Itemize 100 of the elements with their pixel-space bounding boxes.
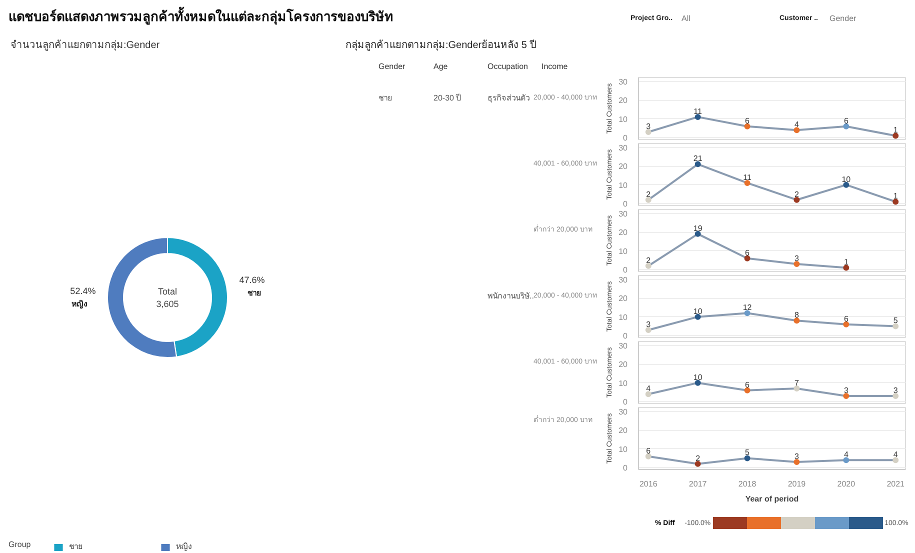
point (744, 310, 750, 316)
data-label: 3 (646, 122, 652, 131)
text: กลุ่มลูกค้าแยกตามกลุ่ม:Genderย้อนหลัง 5 ปี (346, 39, 536, 51)
data-label: 2 (696, 454, 701, 463)
data-label: 52.4% (70, 286, 96, 296)
x-tick-label: 2017 (688, 480, 708, 488)
legend-label: ชาย (69, 541, 84, 553)
text: Gender (378, 62, 406, 71)
x-axis-title: Year of period (745, 494, 799, 504)
point (744, 255, 750, 262)
data-label: 12 (742, 303, 752, 312)
y-tick-label: 0 (623, 200, 628, 209)
data-label: 4 (794, 120, 800, 130)
x-tick-label: 2018 (738, 480, 757, 488)
data-label: 3 (646, 320, 652, 329)
point (794, 127, 800, 134)
y-tick-label: 30 (618, 209, 628, 218)
y-tick-label: 20 (618, 360, 628, 370)
point (744, 387, 750, 394)
data-label: 1 (893, 126, 898, 135)
data-label: 3 (794, 452, 800, 461)
point (645, 326, 652, 333)
data-label: 10 (842, 174, 852, 184)
data-label: 11 (694, 106, 703, 116)
point (892, 323, 899, 330)
data-label: 3 (893, 386, 898, 395)
data-label: 4 (646, 384, 652, 394)
point (694, 114, 701, 120)
slice-label: หญิง (72, 299, 88, 310)
text: 20-30 ปี (434, 94, 462, 103)
point (794, 260, 800, 267)
text: 3,605 (156, 299, 179, 309)
point (744, 455, 750, 462)
y-tick-label: 30 (618, 77, 628, 86)
point (694, 161, 701, 168)
data-label: 2 (646, 190, 652, 199)
text: Total (158, 286, 178, 296)
data-label: 8 (794, 310, 800, 320)
data-label: 11 (743, 172, 752, 182)
point (794, 318, 800, 324)
text: Gender (830, 14, 857, 23)
data-label: 10 (693, 306, 703, 316)
data-label: 5 (745, 448, 750, 458)
point (892, 198, 899, 205)
data-label: 21 (693, 154, 703, 164)
chart-title: แดชบอร์ดแสดงภาพรวมลูกค้าทั้งหมดในแต่ละกลุ่มโครงการของบริษัท (8, 6, 394, 25)
text: Income (542, 62, 568, 71)
data-label: 2 (646, 256, 652, 265)
data-label: 10 (693, 372, 703, 382)
chart-subtitle: จำนวนลูกค้าแยกตามกลุ่ม:Gender (10, 39, 160, 51)
legend-label: หญิง (176, 541, 193, 553)
y-tick-label: 10 (618, 246, 628, 256)
legend-title: Group (8, 540, 32, 549)
point (794, 196, 800, 203)
point (843, 392, 850, 399)
point (645, 128, 652, 135)
y-tick-label: 10 (618, 114, 628, 124)
text: ธุรกิจส่วนตัว (488, 94, 530, 103)
y-tick-label: 20 (618, 228, 628, 238)
data-label: 6 (844, 116, 849, 126)
slice-label: ชาย (247, 288, 262, 298)
y-tick-label: 0 (623, 332, 628, 341)
y-tick-label: 20 (618, 426, 628, 436)
text: Occupation (488, 62, 528, 71)
y-tick-label: 10 (618, 312, 628, 322)
data-label: 19 (693, 224, 703, 233)
data-label: 6 (745, 248, 750, 258)
y-tick-label: 30 (618, 341, 628, 350)
point (794, 458, 800, 465)
data-label: 5 (893, 316, 898, 326)
y-tick-label: 10 (618, 444, 628, 454)
data-label: 3 (794, 254, 800, 263)
data-label: 6 (646, 446, 652, 456)
point (843, 123, 850, 130)
point (892, 392, 899, 399)
data-label: 3 (844, 386, 849, 395)
y-tick-label: 20 (618, 162, 628, 172)
y-tick-label: 20 (618, 294, 628, 304)
point (645, 391, 652, 398)
y-tick-label: 0 (623, 134, 628, 143)
data-label: 2 (794, 190, 800, 199)
y-tick-label: 20 (618, 96, 628, 106)
x-tick-label: 2019 (788, 480, 806, 488)
y-tick-label: 30 (618, 143, 628, 152)
x-tick-label: 2016 (639, 480, 658, 488)
data-label: 1 (893, 192, 898, 201)
x-tick-label: 2021 (886, 480, 906, 488)
text: ชาย (378, 94, 392, 103)
point (843, 264, 850, 271)
point (645, 262, 652, 269)
text: พนักงานบริษั.. (488, 292, 534, 301)
data-label: 6 (745, 116, 750, 126)
point (645, 196, 652, 203)
point (645, 453, 652, 460)
point (744, 123, 750, 130)
y-tick-label: 30 (618, 407, 628, 416)
point (892, 457, 899, 464)
text: Age (434, 62, 448, 71)
data-label: 6 (844, 314, 849, 324)
data-label: 1 (844, 258, 849, 267)
